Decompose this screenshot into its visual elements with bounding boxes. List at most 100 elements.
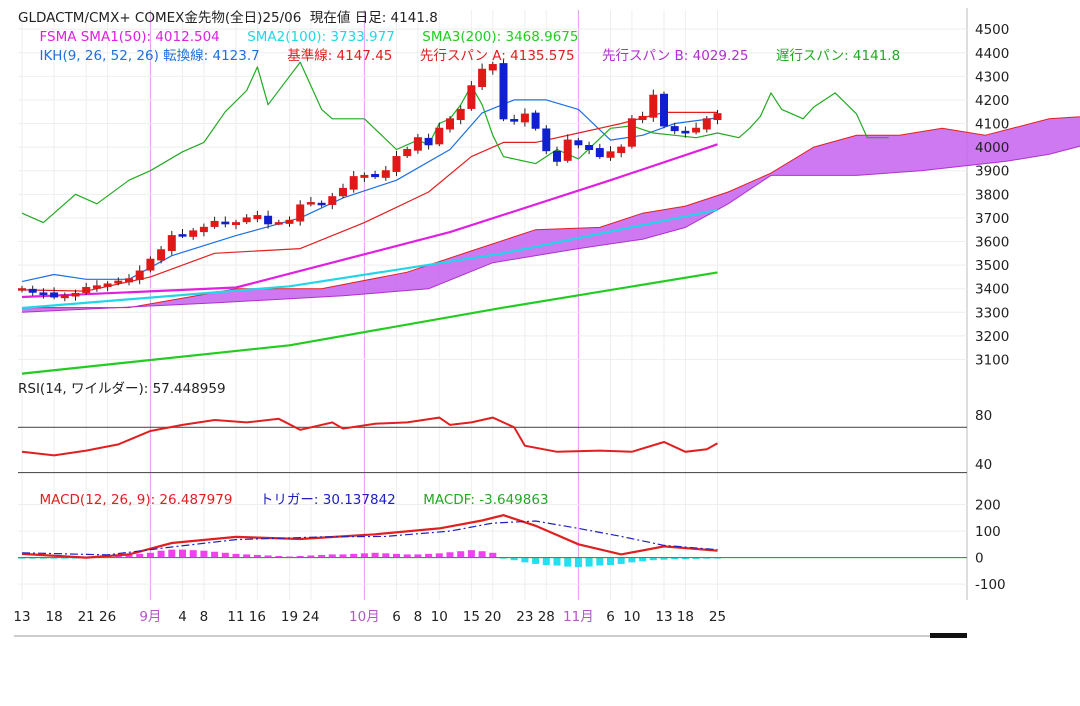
candle-body <box>638 115 647 121</box>
candle-body <box>435 127 444 145</box>
candle-body <box>702 118 711 130</box>
price-tick-label: 4000 <box>975 140 1009 156</box>
x-tick-label: 24 <box>302 609 319 625</box>
indicator-lines <box>21 61 889 375</box>
candle-body <box>585 144 594 150</box>
series-line <box>21 208 718 310</box>
macdf-bar <box>671 557 679 560</box>
price-tick-label: 3200 <box>975 329 1009 345</box>
x-tick-label: 8 <box>414 609 423 625</box>
candle-body <box>542 128 551 152</box>
macdf-bar <box>457 551 465 558</box>
macdf-bar <box>489 552 497 558</box>
x-tick-label: 13 <box>655 609 672 625</box>
candle-body <box>531 112 540 129</box>
macdf-bar <box>425 553 433 558</box>
candle-body <box>520 113 529 123</box>
span-b-line <box>21 145 1080 313</box>
legend-sma2: SMA2(100): 3733.977 <box>247 29 395 45</box>
candle-body <box>553 150 561 162</box>
candle-body <box>306 202 315 205</box>
candle-body <box>199 226 208 233</box>
macd-tick-label: 200 <box>975 498 1001 514</box>
macdf-bar <box>467 550 475 558</box>
candle-body <box>606 151 615 158</box>
x-tick-label: 18 <box>677 609 694 625</box>
candle-body <box>339 187 347 197</box>
instrument-title: GLDACTM/CMX+ COMEX金先物(全日)25/06 現在値 日足: 4… <box>18 9 438 26</box>
x-tick-label: 11 <box>227 609 244 625</box>
price-tick-label: 3900 <box>975 164 1009 180</box>
candlesticks <box>18 59 722 302</box>
macdf-bar <box>125 554 133 558</box>
candle-body <box>488 64 497 71</box>
candle-body <box>510 119 519 122</box>
macd-tick-label: -100 <box>975 577 1006 593</box>
candle-body <box>39 292 48 295</box>
candle-body <box>595 148 604 158</box>
macdf-bar <box>446 552 454 558</box>
candle-body <box>681 130 690 134</box>
macdf-bar <box>360 553 368 558</box>
candle-body <box>456 108 465 121</box>
macdf-bar <box>200 550 208 558</box>
price-tick-label: 3100 <box>975 352 1009 368</box>
macdf-bar <box>681 557 689 560</box>
candle-body <box>403 148 412 157</box>
candle-body <box>499 63 508 120</box>
x-tick-label: 6 <box>606 609 615 625</box>
series-line <box>21 61 889 224</box>
macd-line <box>21 514 718 559</box>
series-line <box>21 99 718 283</box>
candle-body <box>670 126 679 132</box>
macdf-bar <box>296 555 304 558</box>
macd-legend: MACD(12, 26, 9): 26.487979 トリガー: 30.1378… <box>18 492 561 508</box>
macdf-bar <box>189 550 197 558</box>
candle-body <box>274 222 283 225</box>
sma-legend: FSMA SMA1(50): 4012.504 SMA2(100): 3733.… <box>18 29 591 45</box>
macdf-bar <box>521 557 529 563</box>
x-tick-label: 11月 <box>563 609 594 625</box>
macdf-bar <box>318 554 326 558</box>
ichimoku-legend: IKH(9, 26, 52, 26) 転換線: 4123.7 基準線: 4147… <box>18 47 913 64</box>
x-tick-label: 16 <box>249 609 266 625</box>
macdf-bar <box>617 557 625 564</box>
candle-body <box>167 235 176 251</box>
macdf-bar <box>660 557 668 560</box>
candle-body <box>232 222 240 226</box>
candle-body <box>296 204 305 222</box>
price-tick-label: 3500 <box>975 258 1009 274</box>
rsi-tick-label: 80 <box>975 408 992 424</box>
x-tick-label: 18 <box>46 609 63 625</box>
macdf-bar <box>414 554 422 558</box>
candle-body <box>189 230 198 237</box>
candle-body <box>660 93 668 127</box>
macdf-bar <box>350 553 358 558</box>
candle-body <box>103 283 112 288</box>
macdf-bar <box>264 555 272 558</box>
macdf-bar <box>649 557 657 561</box>
candle-body <box>617 146 626 154</box>
x-tick-label: 6 <box>392 609 401 625</box>
macdf-bar <box>232 553 240 558</box>
candle-body <box>264 215 273 225</box>
macdf-bar <box>403 554 411 558</box>
x-tick-label: 10 <box>431 609 448 625</box>
candle-body <box>360 174 369 178</box>
candle-body <box>157 249 166 261</box>
candle-body <box>413 137 422 151</box>
candle-body <box>446 118 454 130</box>
x-tick-label: 13 <box>13 609 30 625</box>
price-tick-label: 4300 <box>975 69 1009 85</box>
legend-macdf: MACDF: -3.649863 <box>423 492 548 508</box>
legend-sma3: SMA3(200): 3468.9675 <box>422 29 578 45</box>
macdf-bar <box>307 555 315 558</box>
price-tick-label: 3600 <box>975 235 1009 251</box>
candle-body <box>28 288 37 293</box>
x-tick-label: 21 <box>78 609 95 625</box>
legend-tenkan: IKH(9, 26, 52, 26) 転換線: 4123.7 <box>39 48 259 64</box>
price-tick-label: 3800 <box>975 187 1009 203</box>
macdf-bar <box>564 557 572 567</box>
x-tick-label: 20 <box>484 609 501 625</box>
macdf-bar <box>275 555 283 558</box>
